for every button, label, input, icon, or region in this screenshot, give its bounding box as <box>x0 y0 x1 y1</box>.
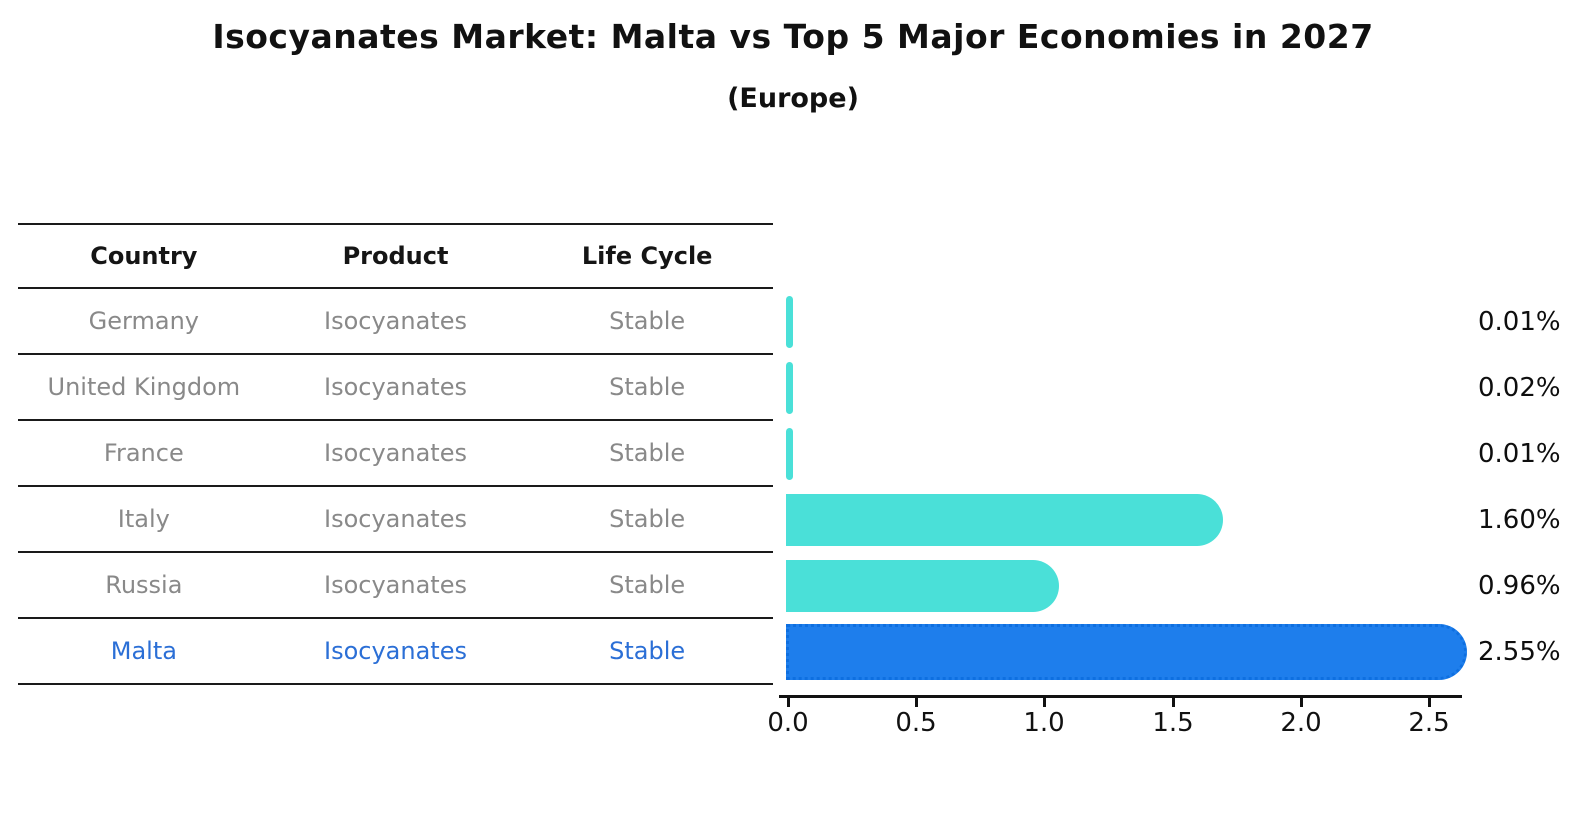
lifecycle-cell: Stable <box>609 439 686 467</box>
table-header-row: Country Product Life Cycle <box>18 223 773 289</box>
table-row-malta: Malta Isocyanates Stable <box>18 619 773 685</box>
country-cell: United Kingdom <box>47 373 241 401</box>
bar-italy <box>786 494 1223 546</box>
x-axis-tick <box>915 698 918 707</box>
product-cell: Isocyanates <box>324 373 467 401</box>
x-axis-tick <box>1172 698 1175 707</box>
value-label-russia: 0.96% <box>1478 571 1561 601</box>
product-cell: Isocyanates <box>324 439 467 467</box>
bar-united-kingdom <box>786 362 793 414</box>
product-cell: Isocyanates <box>324 571 467 599</box>
x-axis-tick <box>1300 698 1303 707</box>
table-row-france: France Isocyanates Stable <box>18 421 773 487</box>
lifecycle-cell: Stable <box>609 505 686 533</box>
column-header-country: Country <box>90 242 198 270</box>
country-cell: Italy <box>117 505 170 533</box>
x-axis-tick <box>1043 698 1046 707</box>
x-axis-tick-label: 2.5 <box>1408 708 1450 738</box>
table-row-germany: Germany Isocyanates Stable <box>18 289 773 355</box>
column-header-product: Product <box>342 242 449 270</box>
bar-chart <box>786 223 1506 685</box>
x-axis-line <box>779 695 1462 698</box>
bar-russia <box>786 560 1059 612</box>
x-axis-tick-label: 2.0 <box>1280 708 1322 738</box>
lifecycle-cell: Stable <box>609 373 686 401</box>
lifecycle-cell: Stable <box>609 571 686 599</box>
value-label-germany: 0.01% <box>1478 307 1561 337</box>
x-axis-tick-label: 0.0 <box>767 708 809 738</box>
country-cell: France <box>103 439 184 467</box>
lifecycle-cell: Stable <box>609 637 686 665</box>
x-axis-tick-label: 1.5 <box>1152 708 1194 738</box>
table-row-italy: Italy Isocyanates Stable <box>18 487 773 553</box>
country-cell: Russia <box>105 571 183 599</box>
product-cell: Isocyanates <box>324 505 467 533</box>
country-table: Country Product Life Cycle Germany Isocy… <box>18 223 773 685</box>
table-row-russia: Russia Isocyanates Stable <box>18 553 773 619</box>
bar-france <box>786 428 793 480</box>
x-axis-tick-label: 1.0 <box>1023 708 1065 738</box>
column-header-lifecycle: Life Cycle <box>581 242 713 270</box>
bar-germany <box>786 296 793 348</box>
lifecycle-cell: Stable <box>609 307 686 335</box>
product-cell: Isocyanates <box>324 307 467 335</box>
x-axis-tick <box>787 698 790 707</box>
page-subtitle: (Europe) <box>727 83 859 114</box>
table-row-united-kingdom: United Kingdom Isocyanates Stable <box>18 355 773 421</box>
value-label-united-kingdom: 0.02% <box>1478 373 1561 403</box>
value-label-malta: 2.55% <box>1478 637 1561 667</box>
bar-malta <box>786 624 1467 680</box>
x-axis-tick <box>1428 698 1431 707</box>
page-title: Isocyanates Market: Malta vs Top 5 Major… <box>212 17 1374 56</box>
x-axis-tick-label: 0.5 <box>895 708 937 738</box>
country-cell: Malta <box>110 637 177 665</box>
country-cell: Germany <box>88 307 199 335</box>
value-label-france: 0.01% <box>1478 439 1561 469</box>
product-cell: Isocyanates <box>324 637 467 665</box>
value-label-italy: 1.60% <box>1478 505 1561 535</box>
